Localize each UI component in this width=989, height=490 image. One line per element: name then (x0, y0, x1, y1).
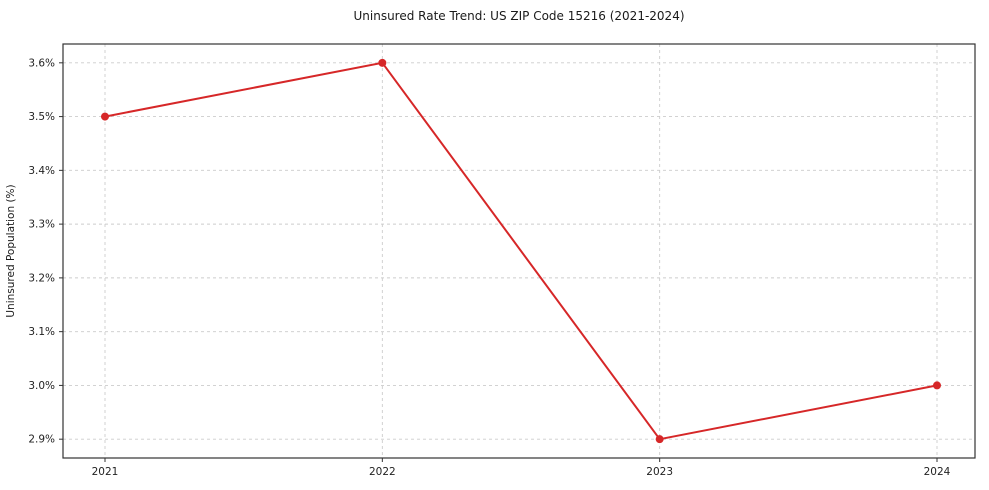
axes-frame (62, 43, 976, 459)
y-tick-label: 3.1% (28, 326, 55, 338)
x-tick-label: 2021 (92, 466, 119, 478)
data-point-marker (378, 58, 387, 67)
trend-line (104, 61, 938, 441)
y-tick-label: 3.2% (28, 272, 55, 284)
y-tick-label: 2.9% (28, 434, 55, 446)
y-tick-label: 3.4% (28, 165, 55, 177)
x-tick-label: 2024 (924, 466, 951, 478)
chart-title: Uninsured Rate Trend: US ZIP Code 15216 … (353, 9, 684, 23)
data-point-marker (101, 112, 109, 121)
plot-area: 2.9% 3.0% 3.1% 3.2% 3.3% 3.4% 3.5% 3.6% 2021 2022… (28, 43, 976, 478)
y-tick-label: 3.0% (28, 380, 55, 392)
y-tick-label: 3.6% (28, 57, 55, 69)
y-axis-label: Uninsured Population (%) (5, 184, 17, 317)
data-point-marker (933, 381, 941, 390)
x-tick-label: 2023 (646, 466, 673, 478)
data-point-marker (655, 435, 664, 444)
y-tick-label: 3.5% (28, 111, 55, 123)
y-tick-label: 3.3% (28, 219, 55, 231)
plot-background (63, 44, 975, 458)
x-tick-label: 2022 (369, 466, 396, 478)
